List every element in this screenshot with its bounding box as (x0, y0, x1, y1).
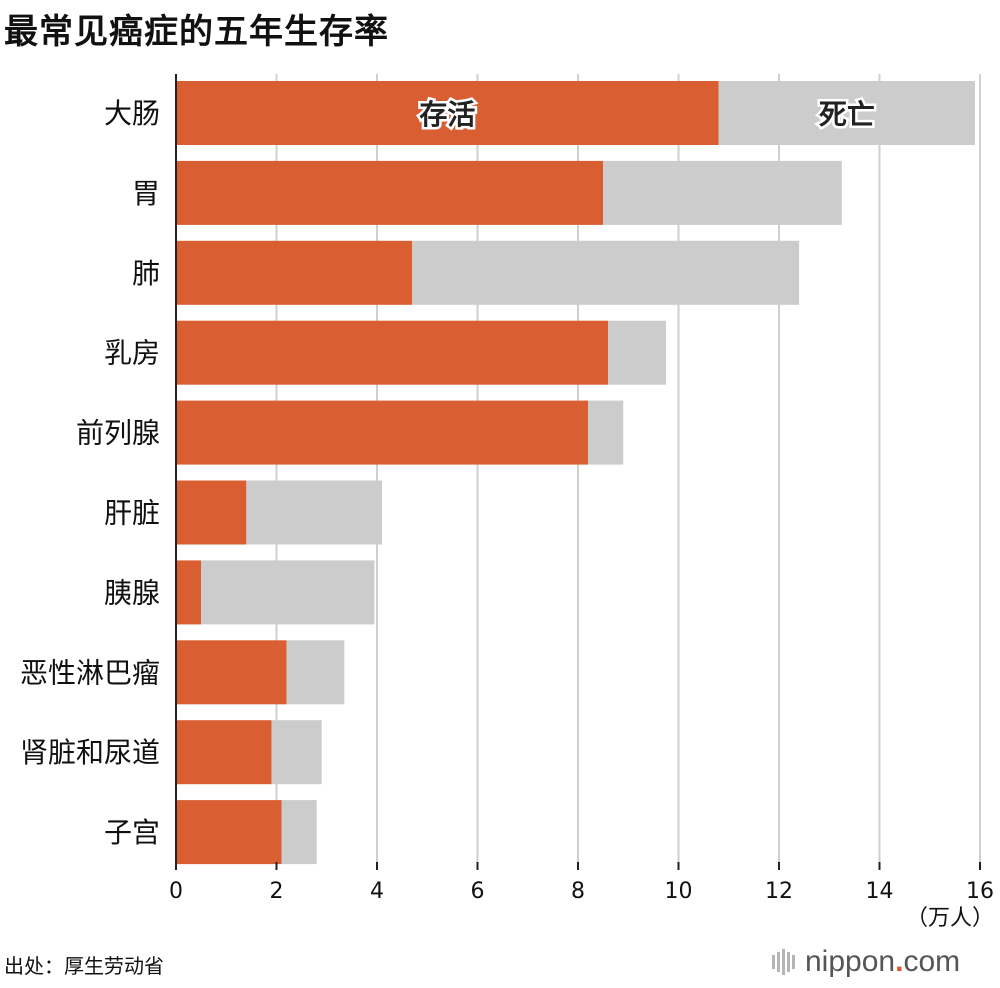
x-tick-label: 8 (571, 879, 585, 904)
bar-death (271, 720, 322, 785)
nippon-logo: nippon.com (772, 942, 960, 982)
category-label: 肝脏 (104, 497, 160, 530)
bar-survive (176, 480, 247, 545)
category-label: 前列腺 (76, 417, 160, 450)
x-axis-ticks: 0 2 4 6 8 10 12 14 16 (169, 862, 994, 904)
source-note: 出处：厚生劳动省 (4, 954, 164, 978)
bar-survive (176, 81, 719, 145)
x-tick-label: 6 (471, 879, 485, 904)
logo-bars-icon (772, 949, 795, 975)
x-tick-label: 16 (966, 879, 994, 904)
category-label: 肾脏和尿道 (20, 736, 160, 769)
x-tick-label: 12 (765, 879, 793, 904)
category-label: 胰腺 (104, 576, 160, 609)
bar-survive (176, 800, 282, 865)
bar-survive (176, 240, 413, 305)
bar-death (608, 320, 666, 385)
x-tick-label: 4 (370, 879, 384, 904)
category-label: 大肠 (104, 97, 160, 130)
x-tick-label: 10 (665, 879, 693, 904)
category-label: 子宫 (104, 816, 160, 849)
series-labels: 存活 死亡 (417, 96, 878, 134)
bar-survive (176, 720, 272, 785)
category-label: 恶性淋巴瘤 (20, 656, 160, 689)
bar-survive (176, 160, 604, 225)
x-tick-label: 0 (169, 879, 183, 904)
category-label: 乳房 (104, 337, 160, 370)
bar-death (246, 480, 383, 545)
logo-text: nippon.com (805, 945, 961, 978)
series-label-survive: 存活 (419, 98, 475, 131)
bar-death (412, 240, 800, 305)
category-label: 胃 (132, 177, 160, 210)
bars (176, 81, 975, 865)
bar-death (603, 160, 842, 225)
bar-death (286, 640, 345, 705)
bar-death (718, 81, 975, 145)
x-tick-label: 2 (270, 879, 284, 904)
bar-death (588, 400, 624, 465)
bar-survive (176, 400, 589, 465)
x-tick-label: 14 (866, 879, 894, 904)
chart-title: 最常见癌症的五年生存率 (4, 12, 389, 52)
bar-death (281, 800, 317, 865)
bar-survive (176, 320, 609, 385)
x-axis-unit: （万人） (906, 906, 994, 931)
bar-survive (176, 640, 287, 705)
category-label: 肺 (132, 257, 160, 290)
bar-death (201, 560, 375, 625)
bar-survive (176, 560, 202, 625)
series-label-death: 死亡 (819, 98, 875, 131)
